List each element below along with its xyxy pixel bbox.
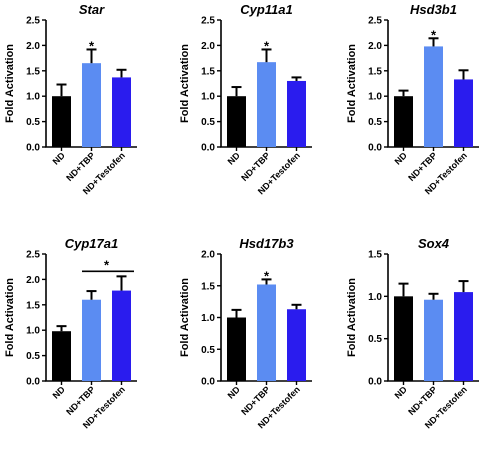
chart-panel-3: Hsd3b1 Fold Activation 0.0 0.5 1.0 1.5 2.0 2.5 N… — [346, 2, 479, 196]
y-tick-label: 1.0 — [26, 326, 40, 337]
significance-star: * — [104, 257, 110, 272]
bar-nd-tbp — [424, 46, 443, 147]
y-tick-label: 1.0 — [201, 313, 215, 324]
x-tick-label: ND — [226, 150, 243, 167]
y-tick-label: 0.0 — [368, 143, 382, 154]
y-tick-label: 1.5 — [201, 281, 215, 292]
y-tick-label: 2.5 — [26, 250, 40, 261]
x-tick-label: ND — [226, 384, 243, 401]
bar-nd — [52, 96, 71, 147]
bar-nd — [227, 96, 246, 147]
chart-title: Star — [79, 2, 105, 17]
y-tick-label: 1.5 — [368, 250, 382, 261]
y-tick-label: 1.0 — [26, 92, 40, 103]
y-tick-label: 0.5 — [368, 117, 382, 128]
y-tick-label: 0.0 — [201, 143, 215, 154]
y-tick-label: 1.0 — [368, 92, 382, 103]
y-tick-label: 2.0 — [201, 41, 215, 52]
y-tick-label: 2.0 — [201, 250, 215, 261]
chart-title: Cyp17a1 — [65, 236, 118, 251]
bar-nd-tbp — [257, 284, 276, 381]
y-tick-label: 1.5 — [26, 300, 40, 311]
chart-panel-2: Cyp11a1 Fold Activation 0.0 0.5 1.0 1.5 2.0 2.5… — [179, 2, 312, 196]
y-tick-label: 0.0 — [201, 377, 215, 388]
bar-nd-testofen — [454, 292, 473, 381]
bar-nd — [227, 317, 246, 381]
bar-nd-tbp — [424, 299, 443, 381]
bar-nd-tbp — [82, 299, 101, 381]
y-tick-label: 2.5 — [368, 16, 382, 27]
y-tick-label: 0.5 — [201, 345, 215, 356]
y-tick-label: 0.0 — [26, 143, 40, 154]
chart-title: Hsd3b1 — [410, 2, 457, 17]
y-tick-label: 0.5 — [368, 334, 382, 345]
y-tick-label: 2.0 — [26, 275, 40, 286]
y-tick-label: 0.0 — [368, 377, 382, 388]
y-tick-label: 2.5 — [26, 16, 40, 27]
bar-nd-tbp — [82, 63, 101, 147]
chart-title: Cyp11a1 — [240, 2, 293, 17]
bar-nd-testofen — [287, 309, 306, 381]
x-tick-label: ND — [51, 384, 68, 401]
significance-star: * — [89, 38, 95, 53]
y-tick-label: 0.5 — [26, 351, 40, 362]
y-tick-label: 0.5 — [201, 117, 215, 128]
x-tick-label: ND — [393, 384, 410, 401]
chart-title: Hsd17b3 — [239, 236, 294, 251]
chart-panel-4: Cyp17a1 Fold Activation 0.0 0.5 1.0 1.5 2.0 2.5… — [4, 236, 137, 430]
y-tick-label: 1.5 — [26, 66, 40, 77]
y-axis-label: Fold Activation — [179, 44, 191, 123]
y-axis-label: Fold Activation — [346, 44, 358, 123]
y-tick-label: 2.0 — [26, 41, 40, 52]
y-tick-label: 0.0 — [26, 377, 40, 388]
bar-nd-testofen — [287, 80, 306, 147]
y-tick-label: 0.5 — [26, 117, 40, 128]
bar-nd-tbp — [257, 62, 276, 147]
bar-nd-testofen — [112, 290, 131, 381]
x-tick-label: ND — [393, 150, 410, 167]
y-axis-label: Fold Activation — [346, 278, 358, 357]
bar-nd-testofen — [454, 79, 473, 147]
bar-nd-testofen — [112, 77, 131, 147]
y-tick-label: 2.0 — [368, 41, 382, 52]
y-axis-label: Fold Activation — [4, 44, 16, 123]
bar-nd — [394, 96, 413, 147]
significance-star: * — [264, 38, 270, 53]
y-tick-label: 1.0 — [201, 92, 215, 103]
significance-star: * — [431, 27, 437, 42]
x-tick-label: ND — [51, 150, 68, 167]
y-tick-label: 1.5 — [368, 66, 382, 77]
y-axis-label: Fold Activation — [179, 278, 191, 357]
y-tick-label: 2.5 — [201, 16, 215, 27]
y-axis-label: Fold Activation — [4, 278, 16, 357]
y-tick-label: 1.0 — [368, 292, 382, 303]
y-tick-label: 1.5 — [201, 66, 215, 77]
bar-nd — [52, 331, 71, 381]
significance-star: * — [264, 268, 270, 283]
bar-nd — [394, 296, 413, 381]
chart-title: Sox4 — [418, 236, 450, 251]
